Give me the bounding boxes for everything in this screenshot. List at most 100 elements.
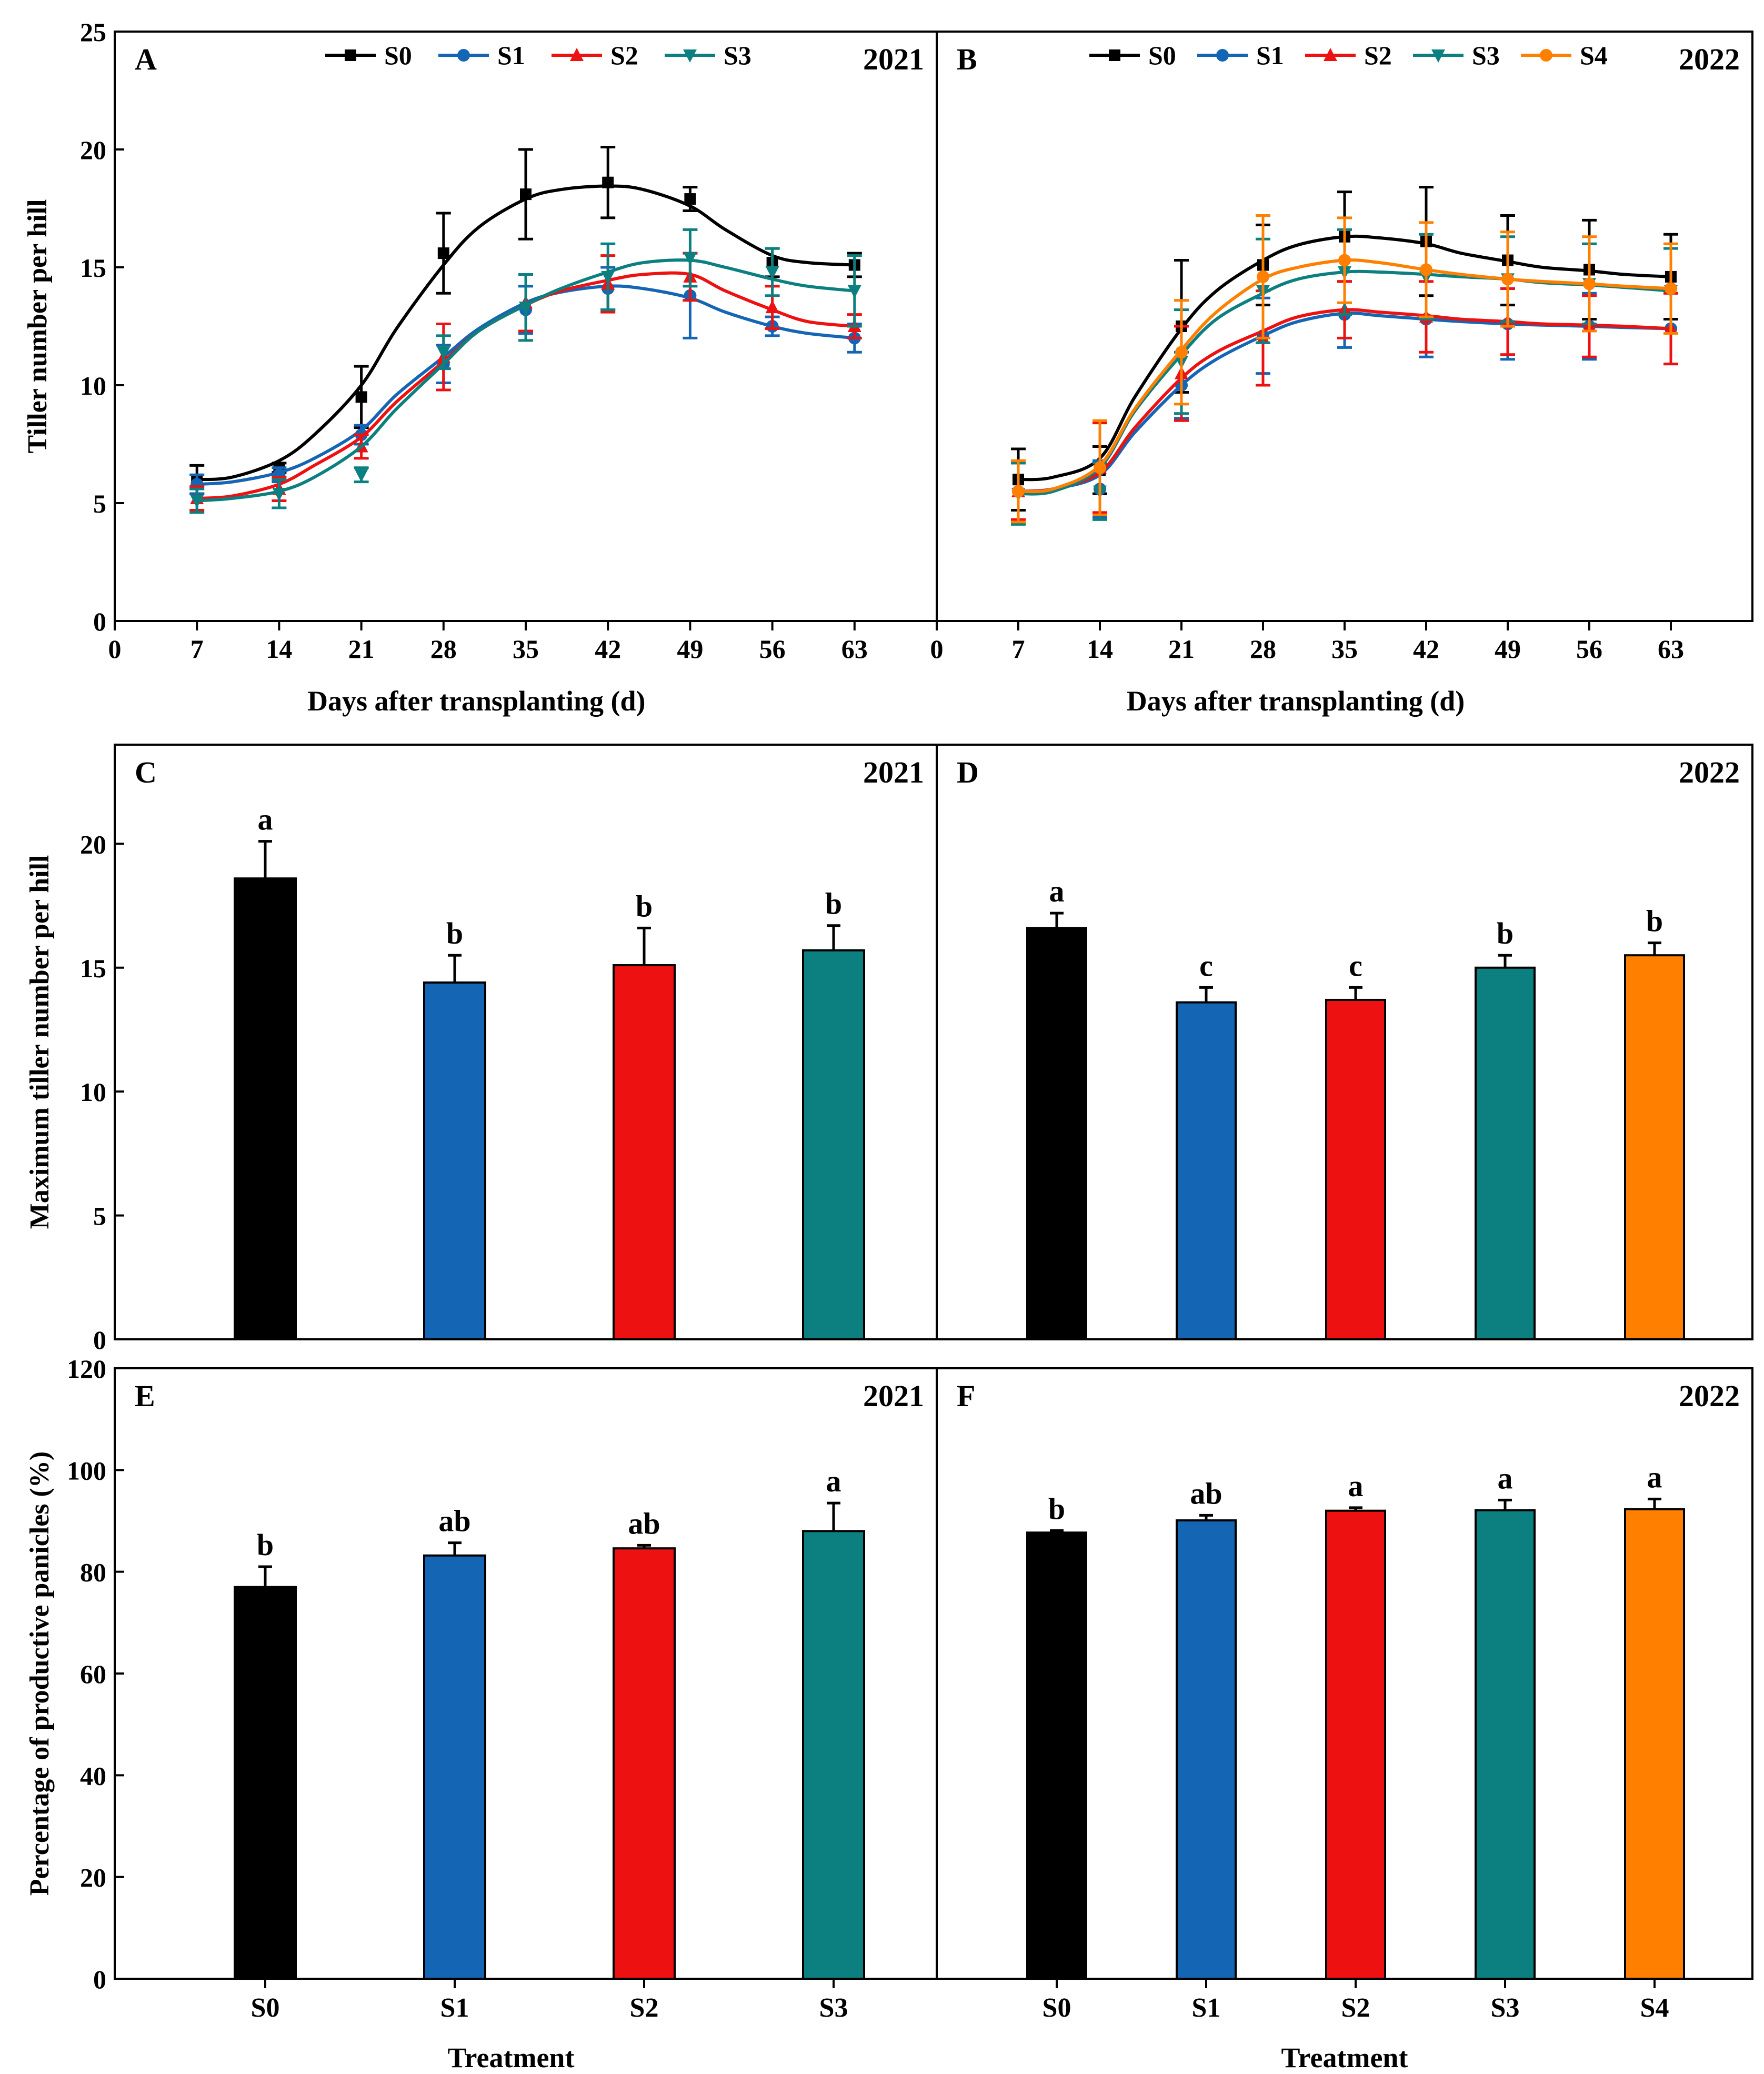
- significance-letter: c: [1199, 948, 1213, 983]
- series-line: [1018, 234, 1671, 482]
- bar: [234, 1586, 297, 1980]
- x-tick-label: 0: [930, 634, 944, 664]
- panel-F: F 2022 b S0 ab S1 a S2 a S3 a S4 Treatment: [936, 1367, 1753, 2073]
- y-tick-label: 20: [80, 829, 106, 859]
- data-point: [1012, 485, 1025, 498]
- legend-item: S1: [1197, 41, 1284, 70]
- y-tick-label: 10: [80, 1077, 106, 1107]
- panel-letter: A: [135, 42, 157, 76]
- series-line: [197, 284, 855, 486]
- bar-group-S2: ab S2: [613, 1506, 676, 2023]
- legend-marker: [1324, 48, 1337, 61]
- x-tick-label: S4: [1640, 1993, 1669, 2023]
- bar-group-S0: a: [234, 803, 297, 1340]
- y-tick-label: 120: [67, 1354, 106, 1384]
- panel-letter: C: [135, 755, 157, 789]
- bar-group-S0: b S0: [234, 1528, 297, 2023]
- data-point: [437, 247, 449, 259]
- bar-group-S3: b: [802, 887, 865, 1340]
- x-tick-label: 7: [191, 634, 204, 664]
- data-point: [765, 266, 779, 279]
- bar-group-S4: a S4: [1624, 1460, 1685, 2023]
- panel-E: E 2021 0 20 40 60 80 100 120 Percentage of produc…: [25, 1354, 938, 2073]
- x-axis-label: Treatment: [448, 2042, 575, 2073]
- x-tick-label: 42: [1413, 634, 1439, 664]
- bar-group-S4: b: [1624, 904, 1685, 1341]
- x-tick-label: 21: [348, 634, 375, 664]
- y-tick-label: 20: [80, 135, 106, 165]
- bar: [1475, 966, 1536, 1340]
- x-tick-label: S0: [251, 1993, 280, 2023]
- significance-letter: a: [1348, 1469, 1364, 1503]
- bar: [613, 1547, 676, 1980]
- x-axis-label: Days after transplanting (d): [1127, 685, 1465, 717]
- significance-letter: b: [825, 887, 842, 921]
- x-tick-label: 63: [1658, 634, 1684, 664]
- legend-item: S1: [438, 41, 525, 70]
- data-point: [1420, 263, 1432, 276]
- legend-marker: [683, 49, 697, 63]
- series-line: [196, 258, 855, 503]
- panel-A: A 2021 0 5 10 15 20 25 Tiller number per hill 0 7 1…: [23, 17, 938, 717]
- bar: [1475, 1509, 1536, 1980]
- series-line: [1018, 308, 1671, 493]
- x-axis-label: Treatment: [1281, 2042, 1408, 2073]
- bar: [423, 981, 486, 1340]
- bar: [423, 1554, 486, 1980]
- y-tick-label: 40: [80, 1761, 106, 1790]
- significance-letter: b: [1497, 916, 1514, 950]
- bar-group-S1: b: [423, 916, 486, 1340]
- y-tick-label: 20: [80, 1863, 106, 1892]
- panel-year: 2021: [863, 755, 924, 789]
- bar-group-S0: a: [1026, 874, 1087, 1340]
- significance-letter: c: [1349, 948, 1362, 983]
- legend-item: S4: [1521, 41, 1608, 70]
- bar: [1325, 998, 1386, 1341]
- legend-marker: [1540, 49, 1552, 62]
- series-S3: [189, 228, 862, 514]
- y-tick-label: 25: [80, 17, 106, 47]
- x-tick-label: S1: [440, 1993, 469, 2023]
- bar: [1624, 954, 1685, 1341]
- panel-B: B 2022 0 7 14 21 28 35 42 49 56 63 Days after transp…: [930, 31, 1753, 717]
- significance-letter: b: [1646, 904, 1663, 938]
- bar-group-S2: c: [1325, 948, 1386, 1341]
- legend-label: S1: [1256, 41, 1284, 70]
- x-tick-label: S0: [1043, 1993, 1071, 2023]
- y-tick-label: 0: [93, 607, 106, 636]
- x-tick-label: 14: [266, 634, 292, 664]
- legend-marker: [1216, 49, 1229, 62]
- data-point: [1094, 461, 1106, 474]
- bar-group-S3: b: [1475, 916, 1536, 1340]
- x-tick-label: 7: [1012, 634, 1025, 664]
- data-point: [847, 285, 861, 298]
- bar-group-S2: b: [613, 889, 676, 1340]
- bar: [802, 949, 865, 1340]
- significance-letter: b: [257, 1528, 274, 1562]
- panel-year: 2022: [1679, 42, 1740, 76]
- legend-item: S0: [1089, 41, 1176, 70]
- significance-letter: ab: [1190, 1476, 1222, 1510]
- y-axis-label: Maximum tiller number per hill: [25, 855, 55, 1229]
- data-point: [1338, 254, 1351, 267]
- y-tick-label: 0: [93, 1325, 106, 1355]
- bar-group-S2: a S2: [1325, 1469, 1386, 2023]
- legend-item: S3: [1413, 41, 1500, 70]
- x-tick-label: 56: [1576, 634, 1602, 664]
- y-axis-label: Tiller number per hill: [23, 199, 53, 453]
- data-point: [602, 176, 614, 188]
- legend-marker: [1431, 49, 1445, 63]
- data-point: [1583, 277, 1596, 290]
- legend-label: S3: [724, 41, 751, 70]
- panel-letter: E: [135, 1379, 155, 1413]
- significance-letter: b: [636, 889, 653, 923]
- data-point: [1257, 270, 1269, 283]
- bar-group-S1: ab S1: [423, 1504, 486, 2023]
- bar: [802, 1530, 865, 1980]
- legend-marker: [457, 49, 470, 62]
- data-point: [765, 300, 779, 314]
- bar: [613, 964, 676, 1340]
- panel-letter: D: [957, 755, 979, 789]
- y-tick-label: 15: [80, 253, 106, 283]
